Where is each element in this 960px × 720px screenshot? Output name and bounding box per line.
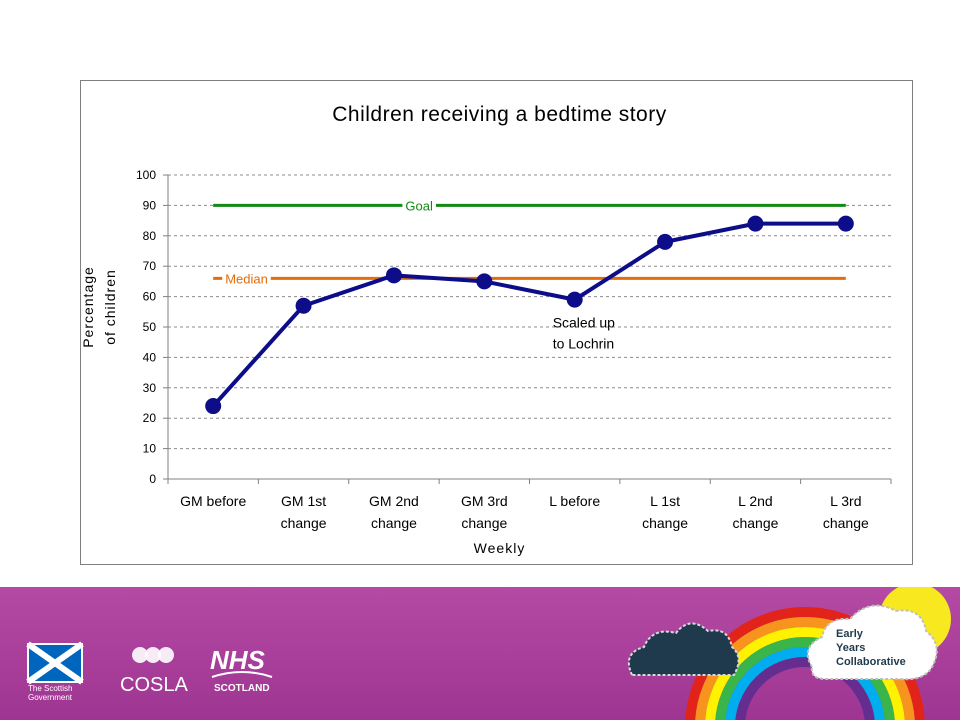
- data-point: [295, 297, 312, 314]
- x-tick-label: change: [371, 515, 417, 531]
- data-point: [566, 291, 583, 308]
- reference-label-background: [222, 270, 271, 288]
- footer-banner: The Scottish Government COSLA NHS SCOTLA…: [0, 587, 960, 720]
- reference-line-label: Median: [225, 271, 268, 286]
- data-point: [476, 273, 493, 290]
- x-tick-label: L before: [549, 493, 600, 509]
- nhs-text: NHS: [210, 645, 266, 675]
- x-tick-label: change: [281, 515, 327, 531]
- x-tick-label: change: [461, 515, 507, 531]
- y-tick-label: 100: [136, 168, 156, 182]
- data-point: [657, 233, 674, 250]
- nhs-swoosh-icon: [211, 671, 273, 678]
- x-tick-label: GM before: [180, 493, 246, 509]
- footer-graphics: The Scottish Government COSLA NHS SCOTLA…: [26, 587, 951, 720]
- chart-title: Children receiving a bedtime story: [332, 103, 666, 126]
- nhs-scotland-logo: NHS SCOTLAND: [210, 645, 273, 694]
- y-axis-label: Percentage: [81, 266, 96, 348]
- y-axis-label: of children: [102, 269, 118, 345]
- y-tick-label: 40: [143, 350, 157, 364]
- dark-cloud-icon: [628, 622, 740, 676]
- annotation-text: to Lochrin: [553, 336, 614, 352]
- x-tick-label: L 1st: [650, 493, 680, 509]
- y-tick-label: 30: [143, 381, 157, 395]
- cosla-circle-icon: [158, 647, 174, 663]
- scottish-gov-text-2: Government: [28, 693, 73, 702]
- annotation-text: Scaled up: [553, 315, 615, 331]
- data-point: [385, 267, 402, 284]
- nhs-scotland-text: SCOTLAND: [214, 683, 270, 694]
- cosla-logo: COSLA: [120, 647, 188, 696]
- y-tick-label: 0: [149, 472, 156, 486]
- data-point: [205, 398, 222, 415]
- eyc-text-1: Early: [836, 628, 864, 640]
- data-point: [837, 215, 854, 232]
- cosla-text: COSLA: [120, 674, 188, 696]
- x-tick-label: change: [823, 515, 869, 531]
- scottish-gov-text-1: The Scottish: [28, 684, 72, 693]
- series-line: [211, 221, 846, 408]
- y-tick-label: 20: [143, 411, 157, 425]
- x-tick-label: L 3rd: [830, 493, 861, 509]
- y-tick-label: 70: [143, 259, 157, 273]
- cosla-circle-icon: [145, 647, 161, 663]
- x-tick-label: GM 2nd: [369, 493, 419, 509]
- y-tick-label: 10: [143, 442, 157, 456]
- eyc-text-3: Collaborative: [836, 656, 906, 668]
- x-tick-label: L 2nd: [738, 493, 773, 509]
- eyc-text-2: Years: [836, 642, 865, 654]
- x-tick-label: change: [732, 515, 778, 531]
- y-tick-label: 50: [143, 320, 157, 334]
- data-point: [747, 215, 764, 232]
- x-axis-label: Weekly: [474, 540, 526, 556]
- cosla-circle-icon: [132, 647, 148, 663]
- y-tick-label: 60: [143, 290, 157, 304]
- x-tick-label: change: [642, 515, 688, 531]
- y-tick-label: 80: [143, 229, 157, 243]
- reference-label-background: [402, 197, 436, 215]
- chart-frame: Children receiving a bedtime story 0 10 20 3…: [80, 80, 913, 565]
- x-tick-label: GM 3rd: [461, 493, 508, 509]
- early-years-collaborative-logo: Early Years Collaborative: [806, 604, 938, 681]
- y-tick-label: 90: [143, 198, 157, 212]
- x-tick-label: GM 1st: [281, 493, 326, 509]
- saltire-cross-b: [26, 641, 84, 685]
- reference-line-label: Goal: [405, 198, 433, 213]
- chart-svg: Children receiving a bedtime story 0 10 20 3…: [81, 103, 892, 556]
- scottish-government-logo: The Scottish Government: [26, 641, 84, 702]
